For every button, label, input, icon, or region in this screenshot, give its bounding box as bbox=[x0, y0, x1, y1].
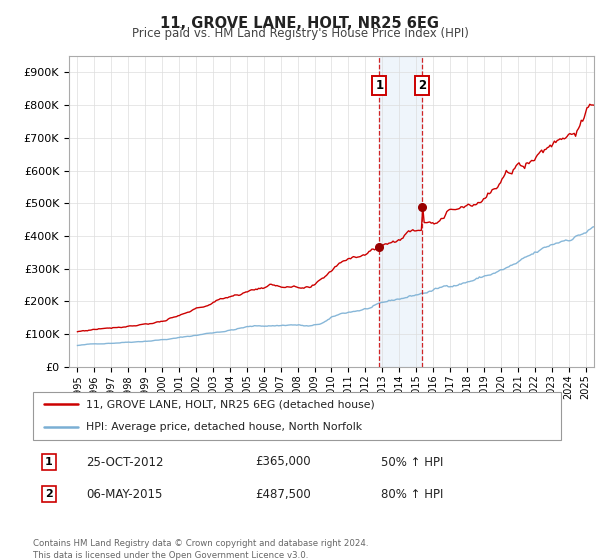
Text: HPI: Average price, detached house, North Norfolk: HPI: Average price, detached house, Nort… bbox=[86, 422, 362, 432]
Text: £487,500: £487,500 bbox=[255, 488, 311, 501]
Text: 50% ↑ HPI: 50% ↑ HPI bbox=[382, 455, 444, 469]
Text: 1: 1 bbox=[45, 457, 53, 467]
Text: 2: 2 bbox=[418, 79, 426, 92]
Text: 80% ↑ HPI: 80% ↑ HPI bbox=[382, 488, 444, 501]
Text: 06-MAY-2015: 06-MAY-2015 bbox=[86, 488, 162, 501]
Text: 1: 1 bbox=[375, 79, 383, 92]
Text: Price paid vs. HM Land Registry's House Price Index (HPI): Price paid vs. HM Land Registry's House … bbox=[131, 27, 469, 40]
Text: 11, GROVE LANE, HOLT, NR25 6EG (detached house): 11, GROVE LANE, HOLT, NR25 6EG (detached… bbox=[86, 399, 374, 409]
Bar bbox=[379, 56, 422, 367]
FancyBboxPatch shape bbox=[33, 392, 561, 440]
Text: 25-OCT-2012: 25-OCT-2012 bbox=[86, 455, 163, 469]
Text: 2: 2 bbox=[45, 489, 53, 499]
Text: 11, GROVE LANE, HOLT, NR25 6EG: 11, GROVE LANE, HOLT, NR25 6EG bbox=[161, 16, 439, 31]
Text: Contains HM Land Registry data © Crown copyright and database right 2024.
This d: Contains HM Land Registry data © Crown c… bbox=[33, 539, 368, 559]
Text: £365,000: £365,000 bbox=[255, 455, 310, 469]
